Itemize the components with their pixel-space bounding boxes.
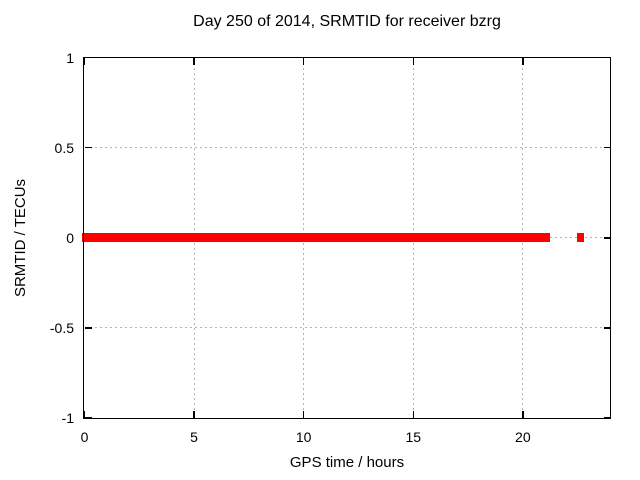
- x-tick-bottom-10: [302, 411, 305, 418]
- y-tick-label-1: 1: [66, 49, 74, 66]
- data-series-srmtid-segment-0: [81, 233, 550, 243]
- y-tick-label-0.5: 0.5: [54, 139, 74, 156]
- x-tick-top-0: [83, 57, 86, 65]
- x-tick-bottom-20: [522, 411, 524, 418]
- x-tick-label-0: 0: [80, 429, 89, 445]
- x-tick-label-20: 20: [515, 429, 531, 445]
- x-axis-label: GPS time / hours: [289, 454, 405, 471]
- data-series-srmtid-segment-1: [576, 233, 584, 243]
- y-tick-left--1: [84, 417, 92, 419]
- x-tick-bottom-5: [193, 411, 195, 418]
- x-tick-label-10: 10: [295, 429, 312, 445]
- y-tick-right-0.5: [603, 146, 611, 149]
- y-tick-right-1: [603, 56, 611, 59]
- y-tick-left-0.5: [84, 146, 92, 149]
- y-tick-right-0: [603, 237, 611, 239]
- x-tick-top-10: [302, 57, 305, 65]
- y-tick-label-0: 0: [66, 229, 74, 246]
- y-tick-left-1: [84, 56, 92, 59]
- x-tick-label-15: 15: [405, 429, 422, 445]
- x-tick-bottom-15: [412, 411, 414, 418]
- x-tick-top-5: [193, 57, 195, 65]
- x-tick-bottom-0: [83, 411, 86, 418]
- y-tick-right--1: [603, 417, 611, 419]
- y-tick-right--0.5: [603, 327, 611, 329]
- y-tick-label--0.5: -0.5: [49, 319, 74, 336]
- x-tick-top-15: [412, 57, 414, 65]
- gridline-y-0.5: [84, 147, 611, 149]
- y-tick-label--1: -1: [61, 410, 74, 426]
- x-tick-top-20: [522, 57, 524, 65]
- gridline-y--0.5: [84, 327, 611, 329]
- chart-title: Day 250 of 2014, SRMTID for receiver bzr…: [193, 13, 501, 30]
- y-tick-left--0.5: [84, 327, 92, 329]
- x-tick-label-5: 5: [190, 429, 198, 445]
